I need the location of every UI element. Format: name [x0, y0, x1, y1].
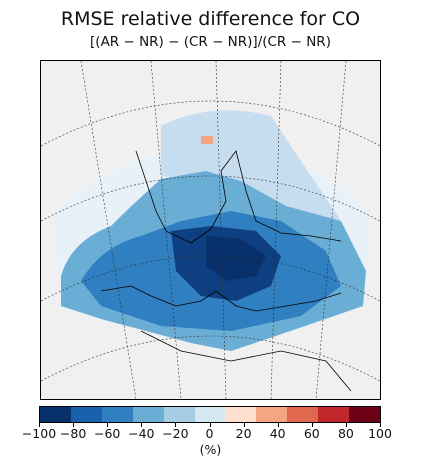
- colorbar-tick-label: −60: [93, 426, 121, 441]
- colorbar-segment: [132, 407, 164, 422]
- colorbar-tick-label: 80: [337, 426, 354, 441]
- colorbar-tick-label: −20: [162, 426, 189, 441]
- colorbar-unit: (%): [199, 442, 222, 457]
- colorbar-tick-mark: [243, 423, 245, 427]
- chart-subtitle: [(AR − NR) − (CR − NR)]/(CR − NR): [90, 34, 331, 50]
- map-panel: [40, 60, 381, 400]
- map-canvas: [41, 61, 380, 399]
- colorbar-tick-label: −40: [128, 426, 155, 441]
- colorbar-segment: [101, 407, 133, 422]
- colorbar-tick-label: 100: [368, 426, 392, 441]
- colorbar-tick-label: −80: [59, 426, 87, 441]
- colorbar-segment: [225, 407, 257, 422]
- colorbar-segment: [70, 407, 102, 422]
- colorbar-tick-label: 40: [269, 426, 286, 441]
- colorbar-ticks: −100 −80 −60 −40 −20 0 20 40 60 80 100: [22, 423, 392, 447]
- coastline-path: [135, 150, 342, 244]
- colorbar-tick-mark: [311, 423, 313, 427]
- colorbar: [39, 406, 381, 423]
- positive-patch: [201, 136, 213, 144]
- colorbar-segment: [163, 407, 195, 422]
- colorbar-tick-mark: [39, 423, 40, 427]
- colorbar-tick-mark: [175, 423, 177, 427]
- chart-title: RMSE relative difference for CO: [60, 8, 361, 30]
- colorbar-segment: [194, 407, 226, 422]
- colorbar-tick-label: 20: [235, 426, 252, 441]
- colorbar-segment: [256, 407, 288, 422]
- colorbar-segment: [318, 407, 350, 422]
- colorbar-tick-label: 0: [205, 426, 214, 441]
- colorbar-tick-mark: [345, 423, 347, 427]
- colorbar-tick-mark: [73, 423, 75, 427]
- colorbar-tick-mark: [209, 423, 211, 427]
- colorbar-segment: [287, 407, 319, 422]
- graticule: [41, 61, 380, 399]
- colorbar-tick-label: −100: [21, 426, 57, 441]
- coastline-path: [100, 285, 342, 312]
- colorbar-tick-mark: [141, 423, 143, 427]
- colorbar-tick-label: 60: [303, 426, 320, 441]
- colorbar-tick-mark: [277, 423, 279, 427]
- colorbar-tick-mark: [380, 423, 381, 427]
- coastline-path: [140, 330, 352, 392]
- colorbar-tick-mark: [107, 423, 109, 427]
- colorbar-segment: [349, 407, 380, 422]
- core-darkest-area: [206, 236, 266, 281]
- colorbar-segment: [40, 407, 71, 422]
